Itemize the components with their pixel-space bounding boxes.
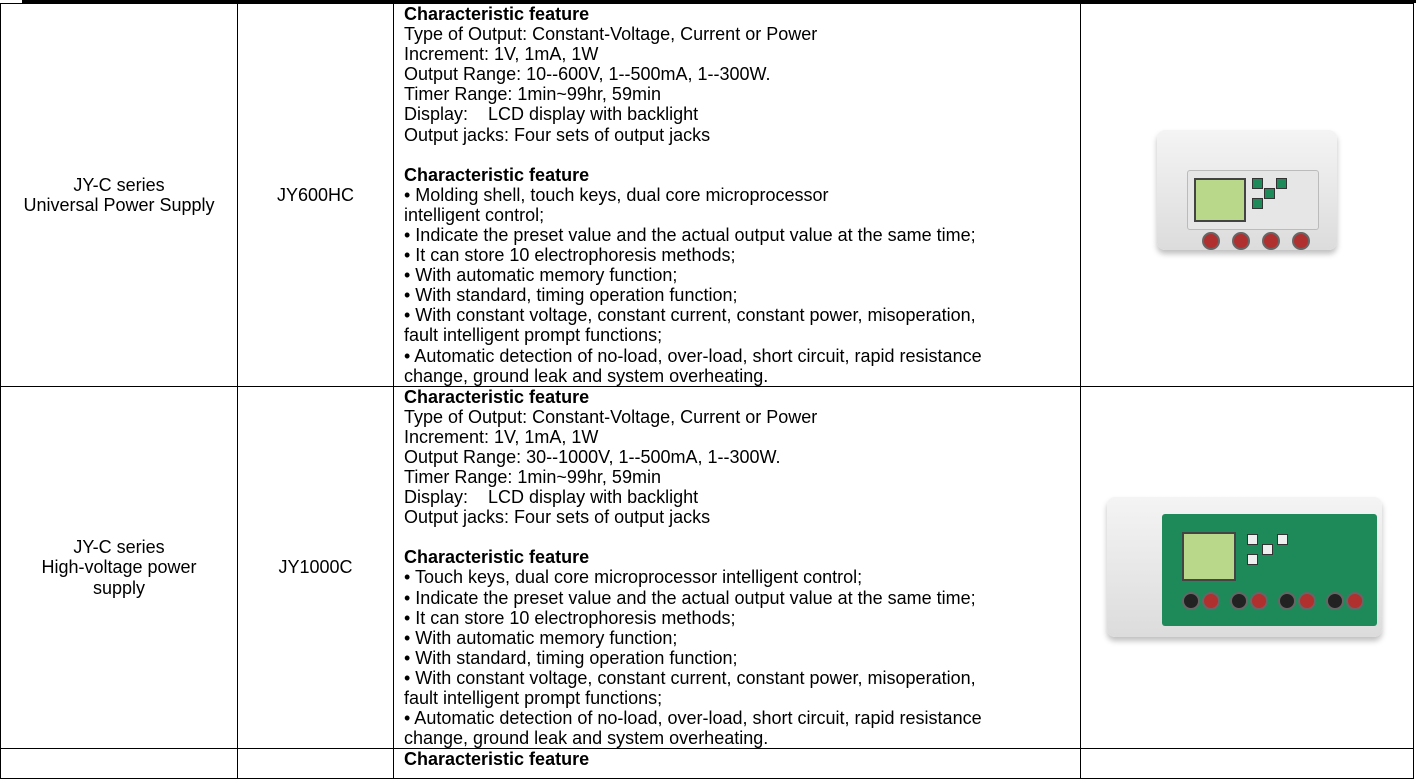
feature-line: change, ground leak and system overheati… — [404, 365, 769, 386]
product-name: High-voltage power — [41, 557, 197, 578]
spec-heading: Characteristic feature — [404, 386, 590, 407]
spec-line: Output Range: 30--1000V, 1--500mA, 1--30… — [404, 446, 781, 467]
product-series: JY-C series — [73, 174, 165, 195]
power-supply-device-image — [1102, 492, 1392, 642]
product-image-cell — [1080, 3, 1414, 387]
spec-line: Timer Range: 1min~99hr, 59min — [404, 467, 661, 488]
feature-line: • Automatic detection of no-load, over-l… — [404, 345, 982, 366]
feature-line: • Indicate the preset value and the actu… — [404, 224, 976, 245]
spec-line: Timer Range: 1min~99hr, 59min — [404, 84, 661, 105]
feature-line: • It can store 10 electrophoresis method… — [404, 245, 736, 266]
product-series: JY-C series — [73, 537, 165, 558]
feature-line: change, ground leak and system overheati… — [404, 728, 769, 749]
table-row: JY-C series Universal Power Supply JY600… — [0, 3, 1414, 387]
feature-line: intelligent control; — [404, 204, 545, 225]
product-image-cell — [1080, 385, 1414, 750]
spec-line: Display: LCD display with backlight — [404, 104, 699, 125]
spec-line: Type of Output: Constant-Voltage, Curren… — [404, 24, 818, 45]
spec-line: Output Range: 10--600V, 1--500mA, 1--300… — [404, 64, 771, 85]
feature-line: • With constant voltage, constant curren… — [404, 305, 976, 326]
power-supply-device-image — [1152, 120, 1342, 270]
spec-line: Output jacks: Four sets of output jacks — [404, 124, 711, 145]
feature-line: • Touch keys, dual core microprocessor i… — [404, 567, 863, 588]
spec-line: Display: LCD display with backlight — [404, 487, 699, 508]
product-table: JY-C series Universal Power Supply JY600… — [0, 3, 1414, 779]
description-cell: Characteristic feature — [393, 748, 1081, 779]
description-cell: Characteristic feature Type of Output: C… — [393, 385, 1081, 750]
spec-line: Increment: 1V, 1mA, 1W — [404, 426, 599, 447]
feature-line: • Indicate the preset value and the actu… — [404, 587, 976, 608]
feature-line: • With standard, timing operation functi… — [404, 647, 738, 668]
feature-line: • Automatic detection of no-load, over-l… — [404, 708, 982, 729]
table-row: Characteristic feature — [0, 748, 1414, 779]
feature-line: • With automatic memory function; — [404, 265, 678, 286]
feature-heading: Characteristic feature — [404, 164, 590, 185]
spec-line: Increment: 1V, 1mA, 1W — [404, 44, 599, 65]
description-cell: Characteristic feature Type of Output: C… — [393, 3, 1081, 387]
model-cell: JY600HC — [237, 3, 394, 387]
feature-line: • It can store 10 electrophoresis method… — [404, 607, 736, 628]
product-name-cell: JY-C series Universal Power Supply — [0, 3, 238, 387]
feature-line: fault intelligent prompt functions; — [404, 325, 663, 346]
feature-line: • With constant voltage, constant curren… — [404, 667, 976, 688]
feature-line: • Molding shell, touch keys, dual core m… — [404, 184, 829, 205]
feature-line: • With automatic memory function; — [404, 627, 678, 648]
model-cell: JY1000C — [237, 385, 394, 750]
product-name-cell: JY-C series High-voltage power supply — [0, 385, 238, 750]
product-name: Universal Power Supply — [23, 194, 215, 215]
feature-line: • With standard, timing operation functi… — [404, 285, 738, 306]
product-name: supply — [92, 577, 146, 598]
feature-line: fault intelligent prompt functions; — [404, 688, 663, 708]
feature-heading: Characteristic feature — [404, 547, 590, 568]
spec-heading: Characteristic feature — [404, 749, 590, 770]
table-row: JY-C series High-voltage power supply JY… — [0, 385, 1414, 750]
spec-heading: Characteristic feature — [404, 4, 590, 24]
spec-line: Type of Output: Constant-Voltage, Curren… — [404, 406, 818, 427]
spec-line: Output jacks: Four sets of output jacks — [404, 507, 711, 528]
top-border — [22, 0, 1416, 3]
